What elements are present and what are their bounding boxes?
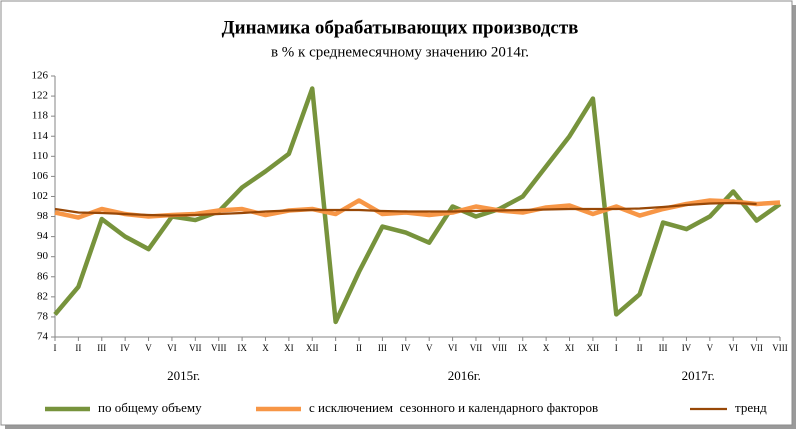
x-tick-label: VII (189, 343, 202, 353)
chart-subtitle: в % к среднемесячному значению 2014г. (271, 44, 529, 60)
x-tick-label: VII (470, 343, 483, 353)
x-tick-label: VII (750, 343, 763, 353)
year-label: 2015г. (167, 368, 200, 383)
x-tick-label: I (54, 343, 57, 353)
x-tick-label: X (262, 343, 269, 353)
y-tick-label: 126 (32, 70, 49, 82)
x-tick-label: III (97, 343, 106, 353)
x-tick-label: V (426, 343, 433, 353)
y-tick-label: 122 (32, 90, 49, 102)
chart-title: Динамика обрабатывающих производств (222, 17, 579, 38)
legend: по общему объему с исключением сезонного … (45, 400, 767, 415)
x-tick-label: XI (565, 343, 575, 353)
x-tick-label: III (378, 343, 387, 353)
y-tick-label: 118 (32, 110, 49, 122)
y-tick-label: 86 (37, 270, 49, 282)
x-tick-label: XII (587, 343, 600, 353)
legend-label: по общему объему (98, 400, 202, 415)
y-tick-label: 94 (37, 230, 49, 242)
series-line (53, 86, 782, 325)
x-tick-label: VIII (211, 343, 227, 353)
y-tick-label: 82 (37, 290, 48, 302)
x-tick-label: V (707, 343, 714, 353)
x-tick-label: IX (237, 343, 247, 353)
y-tick-label: 110 (32, 150, 49, 162)
x-tick-label: II (356, 343, 362, 353)
y-tick-label: 78 (37, 310, 49, 322)
x-tick-label: VI (448, 343, 458, 353)
x-tick-label: VIII (492, 343, 508, 353)
x-tick-label: XI (284, 343, 294, 353)
x-tick-label: VI (167, 343, 177, 353)
y-tick-label: 90 (37, 250, 49, 262)
x-tick-label: II (637, 343, 643, 353)
x-tick-label: VIII (772, 343, 788, 353)
y-tick-label: 106 (32, 170, 49, 182)
x-tick-label: V (145, 343, 152, 353)
x-tick-label: III (659, 343, 668, 353)
x-tick-label: VI (728, 343, 738, 353)
x-tick-label: II (75, 343, 81, 353)
x-tick-label: IV (120, 343, 130, 353)
x-tick-label: IV (682, 343, 692, 353)
x-tick-label: IV (401, 343, 411, 353)
series-line (54, 201, 757, 217)
x-tick-label: XII (306, 343, 319, 353)
y-tick-label: 114 (32, 130, 49, 142)
legend-label: с исключением сезонного и календарного ф… (309, 400, 598, 415)
y-tick-label: 74 (37, 331, 49, 343)
y-tick-label: 102 (32, 190, 49, 202)
year-label: 2017г. (682, 368, 715, 383)
y-tick-label: 98 (37, 210, 49, 222)
x-tick-label: X (543, 343, 550, 353)
legend-label: тренд (735, 400, 767, 415)
x-tick-label: I (334, 343, 337, 353)
year-label: 2016г. (448, 368, 481, 383)
x-tick-label: IX (518, 343, 528, 353)
x-tick-label: I (615, 343, 618, 353)
